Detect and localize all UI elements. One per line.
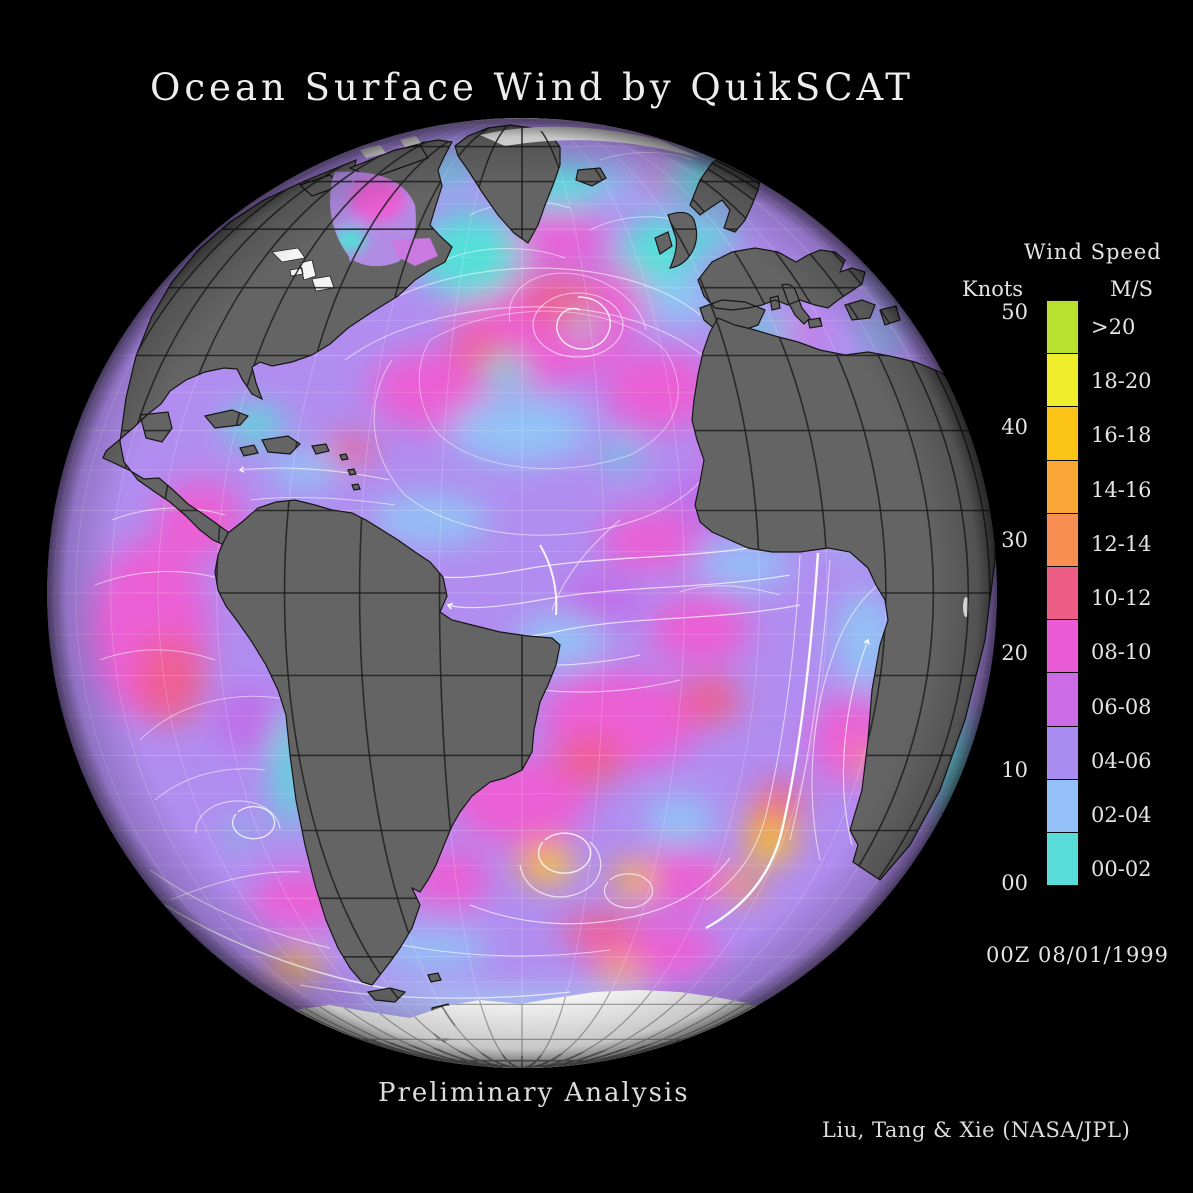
- colorbar-cell: [1046, 300, 1079, 355]
- knots-tick: 10: [1001, 758, 1028, 782]
- ms-range-label: 08-10: [1091, 640, 1152, 664]
- colorbar-cell: [1046, 725, 1079, 780]
- knots-tick: 30: [1001, 528, 1028, 552]
- colorbar-cell: [1046, 619, 1079, 674]
- timestamp: 00Z 08/01/1999: [986, 943, 1170, 967]
- colorbar-cell: [1046, 778, 1079, 833]
- knots-tick: 40: [1001, 415, 1028, 439]
- ms-range-label: 02-04: [1091, 803, 1152, 827]
- knots-tick: 50: [1001, 300, 1028, 324]
- knots-tick: 20: [1001, 641, 1028, 665]
- ms-range-label: 10-12: [1091, 586, 1152, 610]
- limb-shading: [47, 118, 997, 1068]
- ms-range-label: 16-18: [1091, 423, 1152, 447]
- colorbar-cell: [1046, 459, 1079, 514]
- wind-speed-colorbar: [1046, 300, 1079, 887]
- colorbar-cell: [1046, 406, 1079, 461]
- knots-tick: 00: [1001, 871, 1028, 895]
- ms-range-label: 12-14: [1091, 532, 1152, 556]
- legend-knots-heading: Knots: [962, 277, 1024, 301]
- ms-range-label: 14-16: [1091, 478, 1152, 502]
- credit-line: Liu, Tang & Xie (NASA/JPL): [822, 1118, 1131, 1142]
- colorbar-cell: [1046, 672, 1079, 727]
- colorbar-cell: [1046, 565, 1079, 621]
- page-title: Ocean Surface Wind by QuikSCAT: [150, 66, 914, 109]
- globe: [47, 118, 997, 1068]
- ms-range-label: >20: [1091, 315, 1136, 339]
- ms-range-label: 18-20: [1091, 369, 1152, 393]
- ms-range-label: 06-08: [1091, 695, 1152, 719]
- colorbar-cell: [1046, 353, 1079, 408]
- colorbar-cell: [1046, 512, 1079, 567]
- colorbar-cell: [1046, 831, 1079, 887]
- ms-range-label: 00-02: [1091, 857, 1152, 881]
- legend-ms-heading: M/S: [1110, 277, 1153, 301]
- legend-heading: Wind Speed: [1024, 240, 1162, 264]
- ms-range-label: 04-06: [1091, 749, 1152, 773]
- analysis-note: Preliminary Analysis: [378, 1078, 690, 1108]
